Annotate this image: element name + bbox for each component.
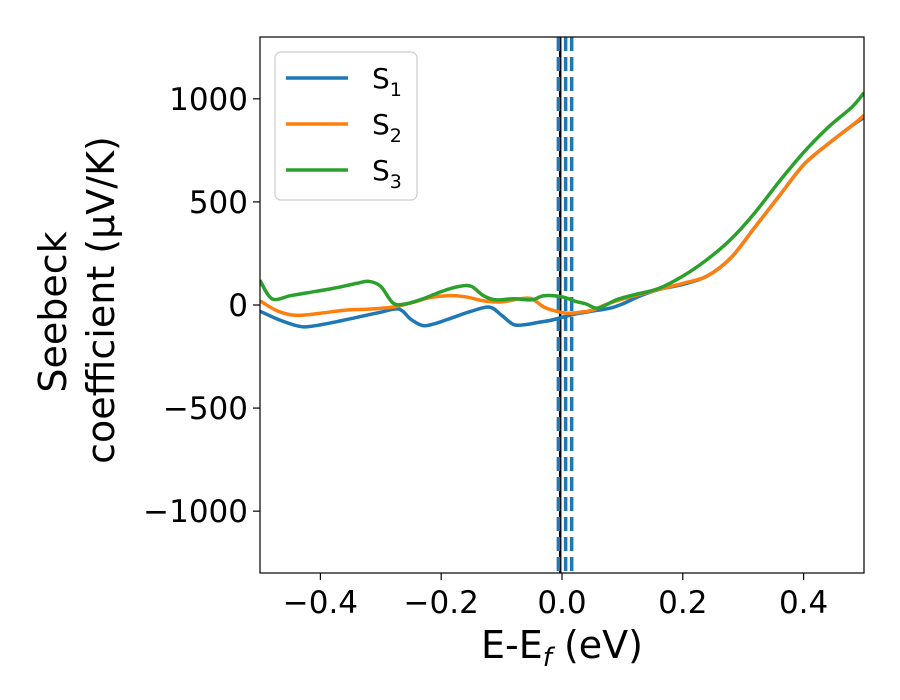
y-axis-ticks: −1000 −500 0 500 1000 <box>143 82 260 530</box>
legend-label-s2: S2 <box>372 108 402 147</box>
legend-box <box>274 51 418 201</box>
y-tick-label: 0 <box>228 288 248 324</box>
series-line-s2 <box>260 113 864 318</box>
x-tick-label: 0.2 <box>658 585 707 621</box>
series-layer <box>260 91 864 329</box>
series-line-s3 <box>260 91 864 310</box>
y-tick-label: 1000 <box>169 82 248 118</box>
y-axis-title: Seebeck coefficient (μV/K) <box>31 136 123 464</box>
x-tick-label: 0.4 <box>779 585 828 621</box>
y-tick-label: 500 <box>189 185 248 221</box>
x-axis-title-main: E-E <box>481 623 543 667</box>
x-tick-label: −0.2 <box>404 585 479 621</box>
x-tick-label: 0.0 <box>537 585 586 621</box>
y-tick-label: −500 <box>163 391 248 427</box>
y-axis-title-line2: coefficient (μV/K) <box>79 136 123 464</box>
y-tick-label: −1000 <box>143 494 248 530</box>
legend-label-s1: S1 <box>372 62 402 101</box>
x-tick-label: −0.4 <box>283 585 358 621</box>
vertical-markers <box>556 37 574 573</box>
legend: S1 S2 S3 <box>274 51 418 201</box>
y-axis-title-line1: Seebeck <box>31 231 75 392</box>
legend-items: S1 S2 S3 <box>286 62 402 193</box>
legend-label-s3: S3 <box>372 154 402 193</box>
x-axis-title-unit: (eV) <box>552 623 643 667</box>
x-axis-title: E-Ef (eV) <box>481 623 643 673</box>
x-axis-ticks: −0.4 −0.2 0.0 0.2 0.4 <box>283 573 828 621</box>
